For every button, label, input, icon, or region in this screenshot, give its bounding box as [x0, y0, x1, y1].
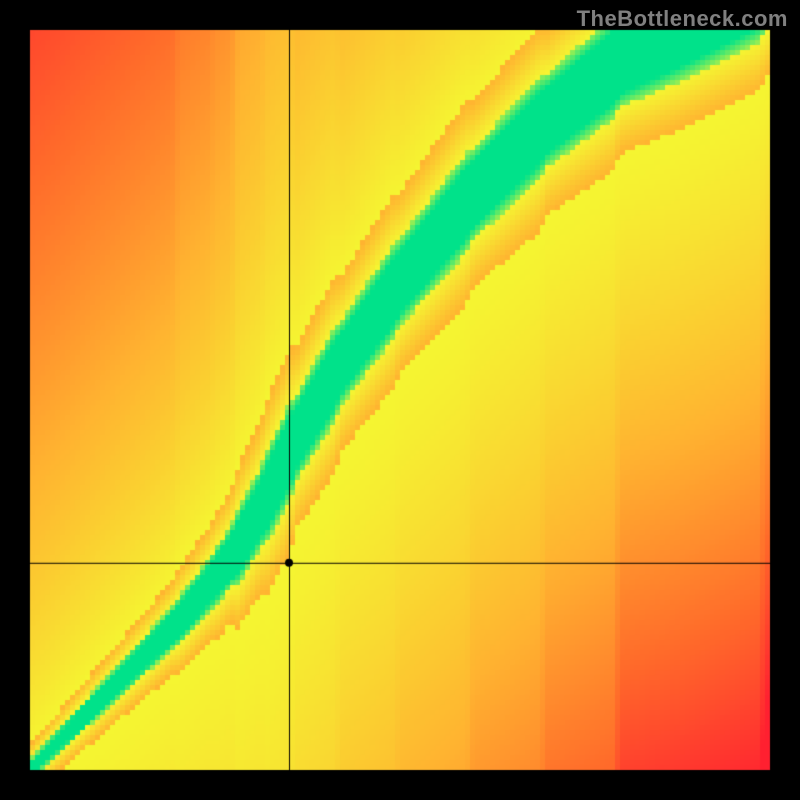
- watermark-text: TheBottleneck.com: [577, 6, 788, 32]
- bottleneck-heatmap: [0, 0, 800, 800]
